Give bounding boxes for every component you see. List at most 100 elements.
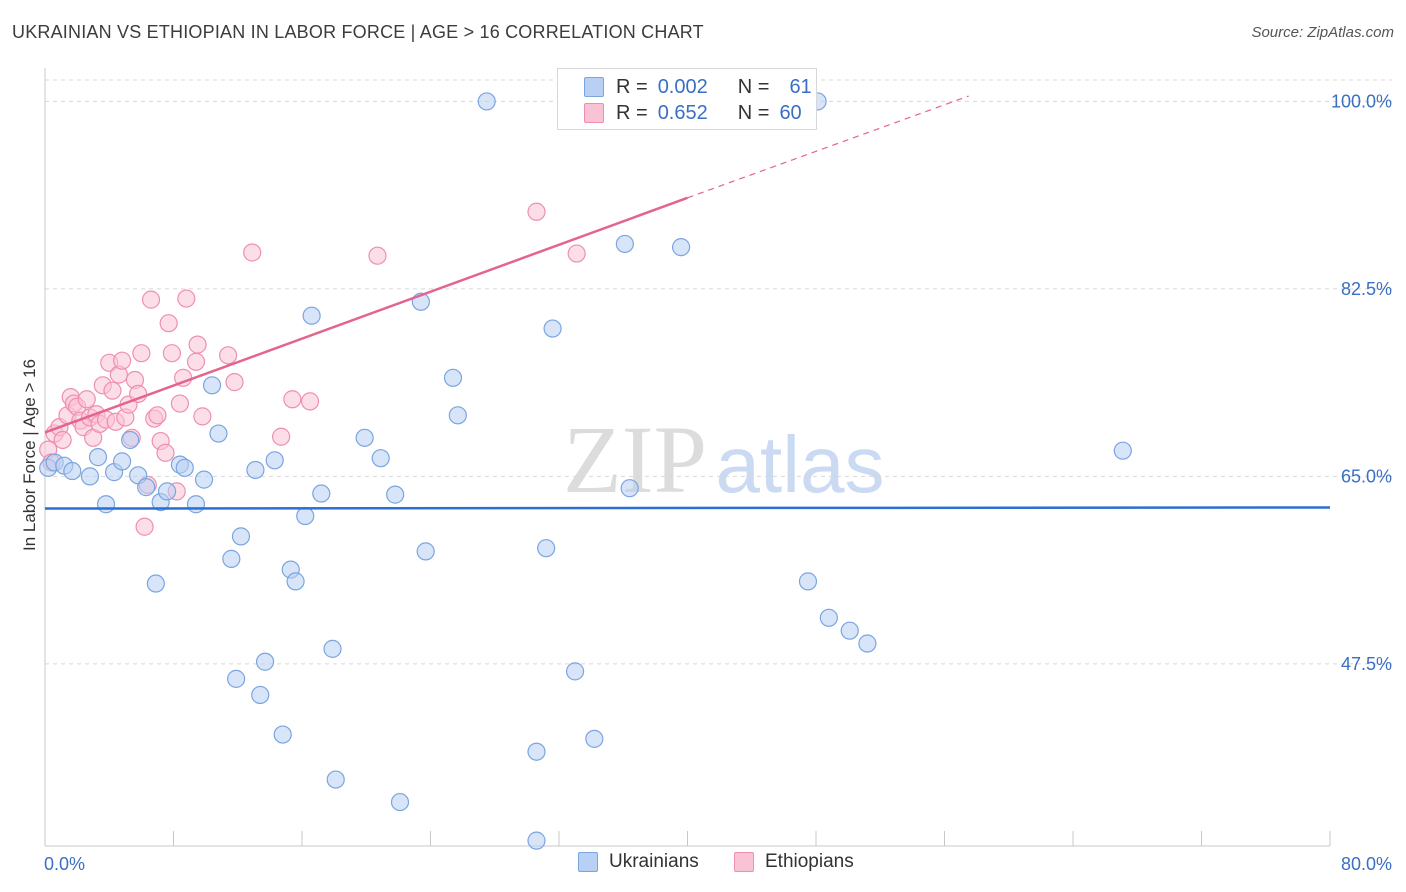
ethiopian-point (567, 244, 586, 263)
ukrainian-point (227, 669, 246, 688)
ukrainian-point (63, 461, 82, 481)
ukrainian-point (265, 451, 284, 470)
ethiopians-trend-extension (687, 95, 969, 199)
ethiopian-point (53, 430, 72, 450)
ukrainian-point (840, 621, 859, 640)
y-tick-label: 65.0% (1341, 466, 1392, 486)
ukrainian-point (390, 792, 410, 812)
correlation-legend: R = 0.002 N = 61 R = 0.652 N = 60 (557, 68, 817, 130)
ethiopian-point (272, 427, 291, 446)
legend-r-label: R = (616, 101, 648, 124)
ukrainian-point (231, 527, 251, 546)
legend-item-ethiopians: Ethiopians (734, 851, 854, 873)
ukrainian-point (323, 639, 342, 658)
ethiopian-point (156, 443, 175, 462)
ukrainians-trend-line (44, 506, 1331, 510)
y-tick-label: 100.0% (1331, 91, 1392, 111)
ukrainian-point (620, 479, 639, 498)
ukrainian-point (585, 729, 604, 748)
ukrainian-point (819, 608, 838, 627)
ukrainian-point (371, 449, 390, 468)
y-tick-label: 82.5% (1341, 279, 1392, 299)
ukrainian-point (175, 458, 194, 477)
ethiopian-point (368, 246, 387, 265)
chart-title: UKRAINIAN VS ETHIOPIAN IN LABOR FORCE | … (12, 22, 704, 42)
legend-r-label: R = (616, 75, 648, 98)
legend-label-ukrainians: Ukrainians (609, 851, 699, 872)
ethiopian-point (186, 352, 206, 371)
ukrainian-point (615, 234, 634, 254)
ethiopians-points (39, 202, 586, 536)
ethiopian-point (527, 202, 546, 221)
ethiopian-point (300, 392, 320, 411)
ukrainian-point (112, 452, 132, 471)
ethiopian-point (162, 344, 181, 363)
ethiopian-point (159, 314, 178, 333)
ukrainian-point (251, 685, 270, 705)
ukrainian-point (355, 428, 374, 447)
legend-row-ethiopians: R = 0.652 N = 60 (584, 100, 802, 126)
ukrainian-point (296, 506, 315, 526)
ethiopian-point (148, 406, 167, 425)
y-axis-label: In Labor Force | Age > 16 (20, 358, 39, 552)
ukrainian-point (186, 495, 206, 514)
tick-labels: 47.5% 65.0% 82.5% 100.0% 0.0% 80.0% (44, 91, 1392, 874)
ukrainian-point (798, 572, 818, 591)
ethiopian-point (177, 289, 196, 308)
legend-swatch-pink (734, 852, 754, 872)
ethiopian-point (225, 373, 244, 392)
legend-n-value: 61 (789, 75, 812, 98)
ukrainian-point (137, 478, 156, 497)
ukrainian-point (477, 92, 496, 111)
ukrainian-point (527, 831, 546, 850)
ukrainian-point (671, 238, 691, 257)
watermark-zip: ZIP (563, 406, 707, 513)
legend-r-value: 0.652 (657, 101, 708, 124)
ukrainian-point (443, 368, 463, 387)
ethiopian-point (170, 394, 190, 413)
x-tick-label-max: 80.0% (1341, 854, 1392, 874)
ukrainian-point (194, 470, 214, 489)
ukrainian-point (302, 306, 321, 325)
ukrainian-point (121, 430, 140, 450)
ukrainian-point (312, 484, 331, 503)
legend-swatch-pink (584, 103, 604, 123)
legend-swatch-blue (578, 852, 598, 872)
ukrainian-point (157, 482, 177, 501)
legend-row-ukrainians: R = 0.002 N = 61 (584, 74, 812, 100)
ethiopians-trend-line (44, 196, 688, 434)
ethiopian-point (141, 290, 161, 309)
ukrainian-point (565, 662, 585, 681)
x-tick-label-min: 0.0% (44, 854, 85, 874)
ukrainian-point (202, 376, 222, 395)
ethiopian-point (103, 381, 122, 400)
source-credit: Source: ZipAtlas.com (1251, 24, 1394, 41)
ukrainian-point (386, 485, 405, 504)
series-legend: Ukrainians Ethiopians (0, 851, 1406, 877)
ukrainian-point (448, 406, 467, 425)
ukrainian-point (96, 495, 116, 514)
ethiopian-point (135, 517, 154, 536)
legend-swatch-blue (584, 77, 604, 97)
ethiopian-point (112, 351, 132, 370)
ukrainian-point (222, 549, 241, 568)
trend-lines (44, 95, 1331, 510)
legend-n-label: N = (737, 101, 770, 124)
grid-lines (45, 79, 1392, 665)
ukrainian-point (246, 460, 265, 480)
legend-r-value: 0.002 (657, 75, 708, 98)
ukrainian-point (326, 770, 345, 789)
ukrainian-point (527, 742, 546, 761)
ukrainian-point (286, 572, 305, 591)
ukrainian-point (537, 539, 556, 558)
ukrainian-point (858, 634, 877, 653)
y-tick-label: 47.5% (1341, 654, 1392, 674)
ethiopian-point (193, 407, 212, 426)
legend-item-ukrainians: Ukrainians (578, 851, 699, 873)
ukrainian-point (416, 542, 435, 561)
ethiopian-point (188, 335, 207, 354)
ukrainian-point (1113, 441, 1132, 460)
ukrainian-point (273, 725, 292, 744)
ukrainian-point (255, 652, 275, 671)
legend-n-label: N = (737, 75, 770, 98)
